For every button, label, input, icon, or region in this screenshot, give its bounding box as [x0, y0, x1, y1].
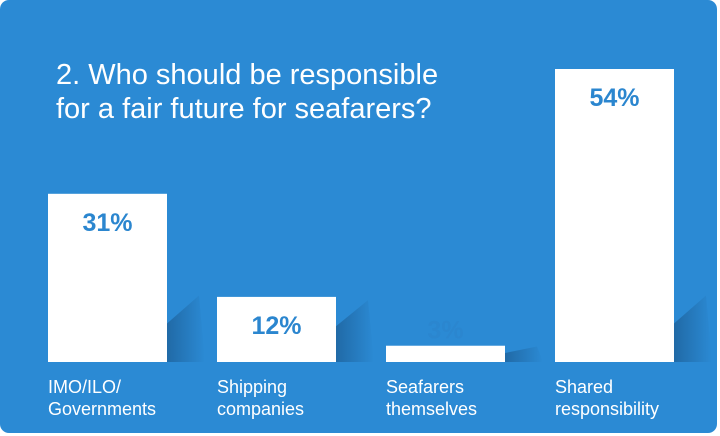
bar: [555, 69, 674, 362]
data-label: 54%: [589, 84, 639, 112]
category-label: Seafarers: [386, 377, 464, 397]
bar: [386, 345, 505, 362]
bar: [48, 193, 167, 362]
chart-title-line-1: 2. Who should be responsible: [56, 59, 439, 91]
category-label: IMO/ILO/: [48, 377, 121, 397]
category-label: responsibility: [555, 399, 659, 419]
bars: [48, 69, 674, 362]
data-label: 31%: [82, 209, 132, 237]
chart-title-line-2: for a fair future for seafarers?: [56, 93, 432, 125]
data-label: 12%: [251, 312, 301, 340]
bar-shadow: [336, 300, 374, 362]
category-label: Shipping: [217, 377, 287, 397]
category-label: Shared: [555, 377, 613, 397]
chart-title: 2. Who should be responsible for a fair …: [56, 58, 536, 126]
bar: [217, 296, 336, 362]
bar-shadow: [505, 346, 543, 362]
bar-shadow: [167, 295, 205, 362]
value-labels: 31% 12% 3% 54%: [82, 84, 639, 345]
bar-shadows: [167, 295, 712, 362]
bar-shadow: [674, 295, 712, 362]
data-label: 3%: [427, 317, 463, 345]
category-label: Governments: [48, 399, 156, 419]
category-label: themselves: [386, 399, 477, 419]
category-label: companies: [217, 399, 304, 419]
